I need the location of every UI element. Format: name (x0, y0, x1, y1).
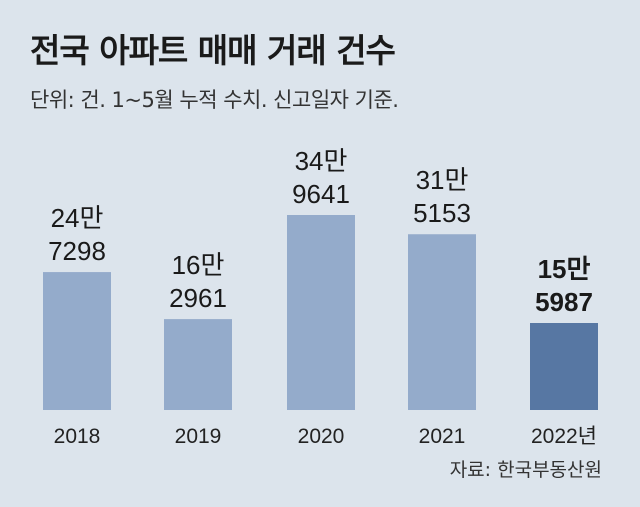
chart-subtitle: 단위: 건. 1~5월 누적 수치. 신고일자 기준. (30, 88, 399, 112)
x-tick-label: 2022년 (531, 425, 597, 448)
data-label-top: 15만 (538, 254, 591, 284)
data-label-top: 16만 (172, 250, 225, 280)
x-tick-label: 2021 (419, 425, 466, 448)
data-label-bottom: 9641 (292, 179, 350, 209)
chart-title: 전국 아파트 매매 거래 건수 (30, 31, 396, 70)
data-label-top: 31만 (416, 165, 469, 195)
bar-2020 (287, 215, 355, 410)
x-tick-label: 2020 (298, 425, 345, 448)
data-label-bottom: 5987 (535, 287, 593, 317)
bar-2022년 (530, 323, 598, 410)
bar-2018 (43, 272, 111, 410)
data-label-top: 34만 (295, 146, 348, 176)
source-note: 자료: 한국부동산원 (449, 459, 602, 481)
x-tick-label: 2018 (54, 425, 101, 448)
data-label-bottom: 7298 (48, 236, 106, 266)
x-tick-label: 2019 (175, 425, 222, 448)
bar-2019 (164, 319, 232, 410)
data-label-bottom: 5153 (413, 198, 471, 228)
bar-2021 (408, 234, 476, 410)
data-label-bottom: 2961 (169, 283, 227, 313)
data-label-top: 24만 (51, 203, 104, 233)
